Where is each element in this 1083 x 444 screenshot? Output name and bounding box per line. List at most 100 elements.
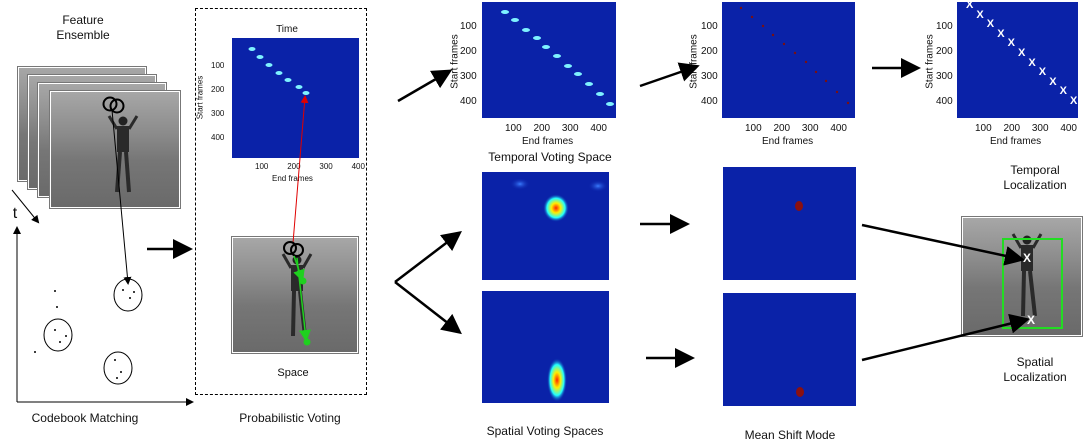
tl-xlabel: End frames [990,136,1042,147]
tm-ytick-2: 200 [701,46,718,57]
tv-ytick-3: 300 [460,71,477,82]
spatial-voting-heatmap-1 [482,172,609,280]
feature-circle-1 [102,96,118,112]
mean-shift-mode-2 [796,387,804,397]
tl-yticks: 100 200 300 400 [936,21,953,107]
temporal-x-mark: X [997,27,1005,40]
mean-shift-mode-label: Mean Shift Mode [744,428,836,442]
pv-xtick-3: 300 [319,162,333,171]
mode-to-spatial-arrow-1 [861,223,1025,266]
voting-diagonal-blobs [248,47,310,95]
tl-xticks: 100 200 300 400 [975,123,1077,134]
pv-ytick-3: 300 [211,109,225,118]
space-feature-circle-2 [290,243,304,257]
tl-xtick-1: 100 [975,123,992,134]
time-label: Time [276,24,298,35]
t-arrow [11,189,40,224]
codeword-cluster-1 [113,278,143,312]
pv-xlabel: End frames [272,174,313,183]
temporal-x-mark: X [1007,37,1015,50]
temporal-x-mark: X [1028,56,1036,69]
to-spatial-arrow-1 [394,230,462,283]
codeword-cluster-2 [43,318,73,352]
tv-xticks: 100 200 300 400 [505,123,607,134]
tm-ytick-1: 100 [701,21,718,32]
spatial-localization-label: Spatial Localization [1003,355,1067,384]
tv-ytick-2: 200 [460,46,477,57]
vote-arrow-red [292,95,309,244]
spatial-vote-peak-1 [543,194,569,222]
tv-xtick-4: 400 [590,123,607,134]
tm-xtick-2: 200 [773,123,791,134]
pv-ytick-4: 400 [211,133,225,142]
feature-ensemble-label: Feature Ensemble [56,13,110,42]
tl-xtick-2: 200 [1003,123,1021,134]
tl-ytick-2: 200 [936,46,953,57]
temporal-voting-blobs [501,10,614,106]
tl-ytick-3: 300 [936,71,953,82]
space-vote-point-1 [299,277,307,285]
tv-ytick-1: 100 [460,21,477,32]
to-temporal-arrow [397,69,453,103]
temporal-x-mark: X [966,0,974,11]
pv-xtick-1: 100 [255,162,269,171]
temporal-voting-heatmap [482,2,616,118]
spatial-vote-peak-2 [547,358,567,402]
temporal-x-mark: X [986,18,995,31]
codebook-matching-label: Codebook Matching [31,411,139,425]
tv-xtick-3: 300 [561,123,579,134]
spatial-vote-soft-1 [510,178,530,190]
space-vote-point-2 [303,338,311,346]
feature-circle-2 [109,98,125,114]
to-spatial-arrow-2 [394,281,462,335]
tv-xtick-2: 200 [533,123,551,134]
pv-ytick-1: 100 [211,61,225,70]
tm-xticks: 100 200 300 400 [745,123,847,134]
temporal-x-mark: X [1070,95,1078,107]
tm-xtick-1: 100 [745,123,762,134]
tm-ytick-3: 300 [701,71,718,82]
temporal-x-mark: X [976,8,984,21]
pv-xtick-4: 400 [351,162,365,171]
space-vote-arrow-2 [296,257,311,342]
space-label: Space [277,367,309,379]
tv-yticks: 100 200 300 400 [460,21,477,107]
space-feature-circle-1 [283,241,297,255]
tl-ytick-4: 400 [936,96,953,107]
tv-xlabel: End frames [522,136,574,147]
spatial-voting-spaces-label: Spatial Voting Spaces [486,424,604,438]
pv-xticks: 100 200 300 400 [255,162,365,171]
pv-yticks: 100 200 300 400 [211,61,224,142]
tl-ytick-1: 100 [936,21,953,32]
pv-xtick-2: 200 [287,162,301,171]
codebook-points [34,289,135,379]
codeword-cluster-3 [103,351,133,385]
temporal-localization-heatmap [957,2,1078,118]
tm-xtick-4: 400 [830,123,847,134]
mode-to-spatial-arrow-2 [861,313,1030,362]
tl-xtick-3: 300 [1031,123,1049,134]
t-axis-label: t [12,205,18,222]
temporal-x-mark: X [1018,47,1026,59]
mean-shift-heatmap-2 [723,293,856,406]
tm-xlabel: End frames [762,136,814,147]
temporal-mode-heatmap [722,2,855,118]
tv-xtick-1: 100 [505,123,522,134]
tm-xtick-3: 300 [801,123,819,134]
tl-xtick-4: 400 [1060,123,1077,134]
spatial-x-mark-2: X [1027,313,1036,327]
temporal-x-mark: X [1059,85,1067,98]
spatial-voting-heatmap-2 [482,291,609,403]
temporal-voting-space-label: Temporal Voting Space [488,150,612,164]
tv-ytick-4: 400 [460,96,477,107]
feature-to-codebook-arrow [111,109,132,285]
mean-shift-heatmap-1 [723,167,856,280]
temporal-x-mark: X [1049,75,1057,88]
spatial-vote-soft-2 [588,180,608,192]
probabilistic-voting-box [195,8,367,395]
temporal-to-mode-arrow [639,62,700,88]
temporal-x-mark: X [1038,66,1047,79]
tm-yticks: 100 200 300 400 [701,21,718,107]
spatial-x-mark-1: X [1023,251,1032,265]
